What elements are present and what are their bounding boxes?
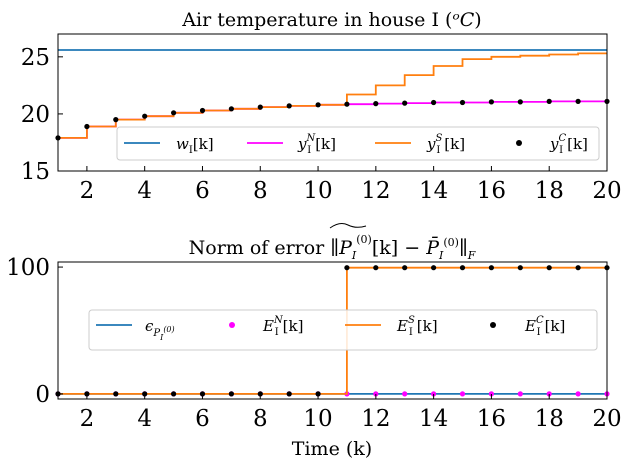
top-series-3-point: [431, 99, 437, 106]
bottom-series-3-point: [257, 391, 263, 397]
chart-top-ticks: 2 4 6 8 10 12 14 16 18 20 15 20 25: [21, 45, 622, 204]
top-series-3-point: [546, 98, 552, 104]
legend-frame: [88, 309, 598, 351]
top-series-3-point: [459, 99, 466, 106]
top-xtick-label: 4: [137, 178, 152, 204]
legend-label-yS: yS I [k]: [426, 133, 465, 156]
top-xtick-label: 10: [303, 178, 332, 204]
bottom-ytick-label: 100: [6, 255, 50, 281]
top-ytick-label: 15: [21, 159, 50, 185]
top-xtick-label: 6: [195, 178, 210, 204]
bottom-series-3-point: [402, 265, 408, 271]
bottom-series-3-point: [315, 391, 321, 397]
top-series-3-point: [344, 101, 350, 107]
legend-label-ES: ES I [k]: [396, 315, 438, 338]
bottom-series-1-point: [517, 391, 523, 397]
bottom-series-1-point: [402, 391, 408, 397]
top-series-3-point: [517, 99, 523, 105]
bottom-xtick-label: 12: [361, 406, 390, 432]
bottom-xtick-label: 20: [592, 406, 621, 432]
bottom-series-3-point: [488, 265, 494, 271]
bottom-series-1-point: [431, 391, 437, 397]
top-series-3-point: [373, 101, 379, 107]
top-xtick-label: 8: [253, 178, 268, 204]
bottom-xtick-label: 6: [195, 406, 210, 432]
top-xtick-label: 20: [592, 178, 621, 204]
chart-bottom: Norm of error ∥PI(0)[k] − P̄I(0)∥F 2 4 6 8 1…: [6, 223, 622, 460]
bottom-series-3-point: [286, 391, 292, 397]
bottom-series-3-point: [431, 265, 437, 271]
chart-bottom-title: Norm of error ∥PI(0)[k] − P̄I(0)∥F: [189, 233, 476, 262]
top-series-3-point: [286, 103, 292, 109]
bottom-series-3-point: [373, 265, 379, 271]
bottom-series-3-point: [517, 265, 523, 271]
top-series-3-point: [402, 100, 408, 106]
legend-label-EC: EC I [k]: [524, 315, 565, 338]
chart-top: Air temperature in house I (ᵒC) 2 4 6 8 10 12…: [21, 9, 622, 204]
top-series-3-point: [257, 104, 263, 110]
top-xtick-label: 14: [419, 178, 448, 204]
top-series-3-point: [199, 107, 206, 114]
bottom-series-1-point: [373, 391, 379, 397]
chart-top-title: Air temperature in house I (ᵒC): [181, 9, 481, 31]
top-series-2-step-line: [58, 52, 607, 139]
bottom-series-2-step-line: [58, 266, 607, 395]
legend-swatch-EN: [229, 322, 235, 328]
bottom-series-1-point: [488, 391, 494, 397]
chart-bottom-xlabel: Time (k): [292, 438, 372, 460]
top-xtick-label: 16: [477, 178, 506, 204]
bottom-series-1-point: [459, 391, 466, 397]
bottom-xtick-label: 4: [137, 406, 152, 432]
legend-label-wI: wI[k]: [176, 135, 214, 156]
bottom-series-3-point: [171, 391, 177, 397]
chart-top-marks: [55, 49, 610, 141]
bottom-series-3-point: [142, 391, 148, 397]
bottom-xtick-label: 2: [80, 406, 95, 432]
bottom-series-3-point: [113, 391, 119, 397]
bottom-xtick-label: 18: [535, 406, 564, 432]
top-ytick-label: 20: [21, 102, 50, 128]
top-series-3-point: [488, 99, 494, 105]
chart-top-frame: [57, 33, 608, 172]
top-series-3-point: [113, 117, 119, 123]
chart-bottom-marks: [55, 265, 610, 397]
bottom-series-3-point: [546, 265, 552, 271]
top-series-3-point: [84, 123, 90, 130]
chart-bottom-legend: ϵPI(0) EN I [k] ES I [k] EC I [k]: [88, 309, 598, 351]
top-series-3-point: [228, 106, 234, 112]
bottom-series-1-point: [546, 391, 552, 397]
chart-bottom-ticks: 2 4 6 8 10 12 14 16 18 20 0 100: [6, 255, 622, 432]
bottom-xtick-label: 16: [477, 406, 506, 432]
top-ytick-label: 25: [21, 45, 50, 71]
legend-swatch-EC: [490, 322, 496, 328]
top-series-3-point: [575, 98, 581, 104]
top-series-3-point: [171, 110, 177, 116]
bottom-series-3-point: [459, 265, 466, 271]
bottom-series-3-point: [199, 391, 206, 397]
top-xtick-label: 2: [80, 178, 95, 204]
bottom-ytick-label: 0: [35, 382, 50, 408]
bottom-series-3-point: [344, 265, 350, 271]
legend-label-EN: EN I [k]: [262, 315, 303, 338]
top-xtick-label: 18: [535, 178, 564, 204]
top-xtick-label: 12: [361, 178, 390, 204]
top-series-3-point: [142, 113, 148, 119]
bottom-xtick-label: 8: [253, 406, 268, 432]
legend-swatch-yC: [516, 140, 522, 146]
bottom-series-3-point: [575, 265, 581, 271]
chart-bottom-title-widehat: [329, 223, 367, 229]
chart-top-legend: wI[k] yN I [k] yS I [k] yC I [k]: [116, 126, 600, 161]
bottom-xtick-label: 10: [303, 406, 332, 432]
chart-bottom-frame: [57, 261, 608, 400]
legend-label-yN: yN I [k]: [297, 133, 336, 156]
bottom-series-1-point: [575, 391, 581, 397]
bottom-series-3-point: [84, 391, 90, 397]
legend-label-yC: yC I [k]: [549, 133, 588, 156]
legend-frame: [116, 126, 600, 161]
bottom-series-3-point: [228, 391, 234, 397]
bottom-xtick-label: 14: [419, 406, 448, 432]
top-series-3-point: [315, 102, 321, 108]
